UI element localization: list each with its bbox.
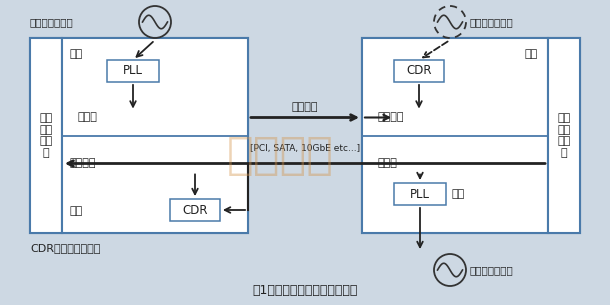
Text: 接收方基准时钟: 接收方基准时钟 xyxy=(470,17,514,27)
Text: 通信协议: 通信协议 xyxy=(292,102,318,113)
Text: 发送: 发送 xyxy=(452,189,465,199)
Text: 亿金电子: 亿金电子 xyxy=(226,134,334,177)
Text: 反串行化: 反串行化 xyxy=(70,159,96,168)
Bar xyxy=(548,38,580,233)
Text: 图1：通信系统传输线路的构成: 图1：通信系统传输线路的构成 xyxy=(253,285,357,297)
Bar xyxy=(362,38,548,233)
Text: 数字
信号
处理
器: 数字 信号 处理 器 xyxy=(40,113,52,158)
Text: 发送: 发送 xyxy=(70,49,83,59)
Text: PLL: PLL xyxy=(123,64,143,77)
Text: CDR: CDR xyxy=(182,203,208,217)
Text: CDR：时钟数据恢复: CDR：时钟数据恢复 xyxy=(30,243,101,253)
Bar xyxy=(170,199,220,221)
Bar xyxy=(362,38,580,233)
Bar xyxy=(394,183,446,205)
Bar xyxy=(30,38,62,233)
Text: 发送方基准时钟: 发送方基准时钟 xyxy=(470,265,514,275)
Text: 数字
信号
处理
器: 数字 信号 处理 器 xyxy=(558,113,570,158)
Bar xyxy=(30,38,248,233)
Bar xyxy=(394,60,444,82)
Text: CDR: CDR xyxy=(406,64,432,77)
Text: 反串行化: 反串行化 xyxy=(377,113,403,123)
Bar xyxy=(107,60,159,82)
Text: 发送方基准时钟: 发送方基准时钟 xyxy=(30,17,74,27)
Text: 接收: 接收 xyxy=(70,206,83,216)
Text: PLL: PLL xyxy=(410,188,430,200)
Text: 接收: 接收 xyxy=(525,49,538,59)
Text: 串行化: 串行化 xyxy=(377,159,397,168)
Text: [PCI, SATA, 10GbE etc...]: [PCI, SATA, 10GbE etc...] xyxy=(250,144,360,153)
Bar xyxy=(62,38,248,233)
Text: 串行化: 串行化 xyxy=(77,113,97,123)
